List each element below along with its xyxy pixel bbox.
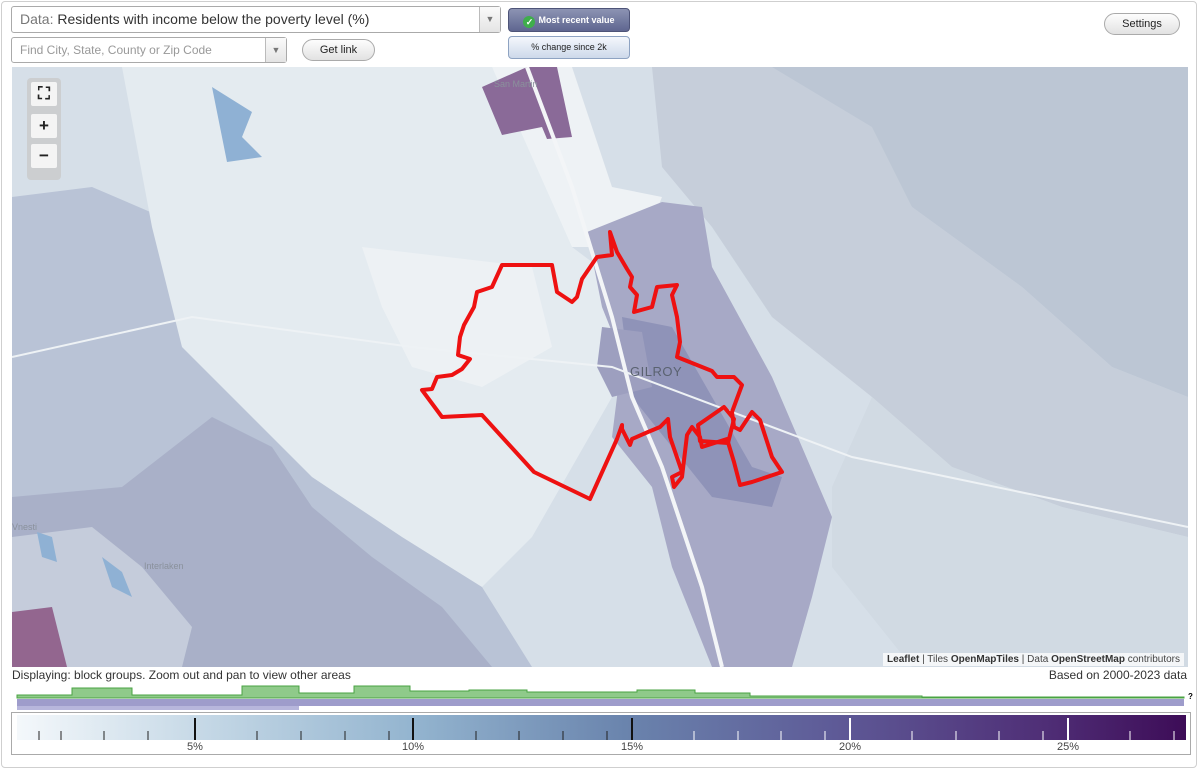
fullscreen-icon[interactable]: ⛶: [31, 82, 57, 106]
get-link-button[interactable]: Get link: [302, 39, 375, 61]
place-label-vnesti: Vnesti: [12, 522, 38, 532]
settings-button[interactable]: Settings: [1104, 13, 1180, 35]
chevron-down-icon[interactable]: ▼: [479, 7, 500, 32]
check-icon: ✓: [523, 16, 536, 28]
attribution-data-label: Data: [1027, 654, 1049, 665]
map-canvas[interactable]: ⛶ + − GILROY San Martin Interlaken Vnest…: [12, 67, 1188, 667]
most-recent-value-toggle[interactable]: ✓ Most recent value: [508, 8, 630, 32]
most-recent-label: Most recent value: [538, 15, 615, 25]
legend-gradient: [17, 715, 1186, 740]
attribution-tiles-label: Tiles: [927, 654, 949, 665]
map-attribution: Leaflet | Tiles OpenMapTiles | Data Open…: [883, 653, 1184, 666]
zoom-in-button[interactable]: +: [31, 114, 57, 138]
percent-change-toggle[interactable]: % change since 2k: [508, 36, 630, 59]
choropleth-layer: [12, 67, 1188, 667]
percent-change-label: % change since 2k: [531, 42, 607, 52]
openstreetmap-link[interactable]: OpenStreetMap: [1051, 654, 1125, 665]
legend-tick-label: 25%: [1056, 741, 1080, 753]
search-placeholder: Find City, State, County or Zip Code: [20, 43, 212, 57]
legend-tick-label: 10%: [401, 741, 425, 753]
chevron-down-icon[interactable]: ▼: [265, 38, 286, 62]
data-select-value: Residents with income below the poverty …: [57, 11, 370, 27]
openmaptiles-link[interactable]: OpenMapTiles: [950, 654, 1019, 665]
city-label-gilroy: GILROY: [630, 364, 683, 379]
legend-tick-label: 20%: [838, 741, 862, 753]
data-years-text: Based on 2000-2023 data: [1048, 668, 1187, 682]
attribution-separator: |: [1021, 654, 1025, 665]
zoom-control: ⛶ + −: [27, 78, 61, 180]
place-label-san-martin: San Martin: [494, 79, 538, 89]
legend-tick-label: 5%: [187, 741, 203, 753]
legend-tick-label: 15%: [620, 741, 644, 753]
place-label-interlaken: Interlaken: [144, 561, 184, 571]
attribution-separator: |: [922, 654, 925, 665]
display-status-text: Displaying: block groups. Zoom out and p…: [12, 668, 351, 682]
data-variable-select[interactable]: Data: Residents with income below the po…: [11, 6, 501, 33]
leaflet-link[interactable]: Leaflet: [887, 654, 920, 665]
zoom-out-button[interactable]: −: [31, 144, 57, 168]
color-legend: 5% 10% 15% 20% 25%: [11, 712, 1191, 755]
value-histogram: [16, 685, 1185, 710]
location-search-input[interactable]: Find City, State, County or Zip Code ▼: [11, 37, 287, 63]
data-select-prefix: Data:: [20, 11, 54, 27]
histogram-help[interactable]: ?: [1188, 692, 1193, 701]
attribution-contributors: contributors: [1127, 654, 1180, 665]
legend-ticks: [38, 718, 1175, 740]
